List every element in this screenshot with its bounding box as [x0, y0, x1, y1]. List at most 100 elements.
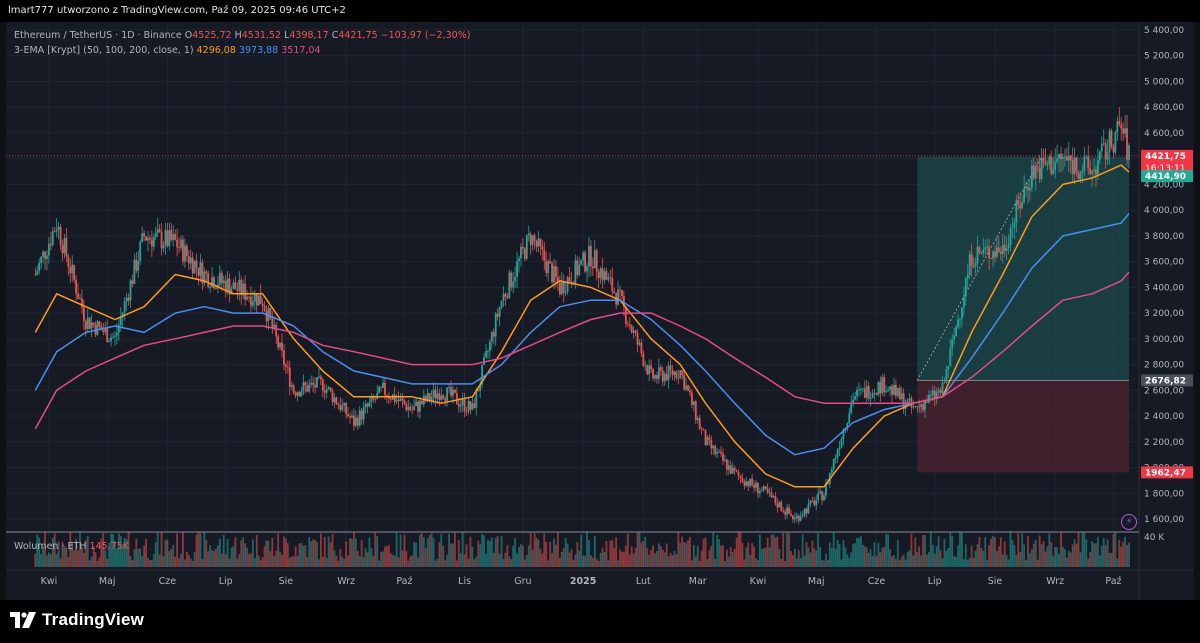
- volume-bar: [98, 557, 101, 567]
- candle: [525, 235, 528, 259]
- volume-bar: [117, 533, 120, 567]
- candle: [669, 365, 672, 370]
- volume-bar: [547, 560, 550, 567]
- candle: [531, 235, 534, 245]
- candle: [555, 266, 557, 278]
- volume-bar: [1048, 533, 1051, 567]
- volume-bar: [358, 556, 361, 567]
- volume-bar: [457, 540, 460, 567]
- candle: [679, 370, 682, 379]
- candle: [446, 387, 449, 401]
- volume-bar: [477, 540, 480, 567]
- volume-bar: [636, 531, 639, 567]
- candle: [67, 256, 70, 268]
- volume-bar: [518, 546, 520, 567]
- volume-bar: [568, 552, 571, 567]
- candle: [298, 392, 301, 397]
- candle: [731, 467, 734, 474]
- volume-bar: [450, 543, 452, 567]
- volume-bar: [817, 533, 820, 567]
- candle: [168, 229, 171, 247]
- volume-bar: [386, 546, 388, 567]
- volume-bar: [440, 533, 443, 567]
- volume-bar: [461, 532, 464, 567]
- volume-bar: [624, 545, 627, 567]
- candle: [1093, 169, 1095, 172]
- volume-bar: [755, 558, 757, 567]
- volume-bar: [860, 536, 862, 567]
- candle: [636, 332, 639, 345]
- volume-bar: [729, 547, 732, 567]
- volume-bar: [712, 531, 715, 567]
- volume-bar: [844, 547, 847, 567]
- candle: [1091, 171, 1093, 174]
- candle: [665, 373, 668, 381]
- volume-bar: [959, 531, 961, 567]
- volume-bar: [228, 558, 231, 567]
- candle: [518, 258, 520, 262]
- volume-bar: [962, 559, 965, 567]
- volume-bar: [428, 535, 431, 567]
- volume-bar: [580, 534, 583, 567]
- candle: [790, 513, 792, 516]
- candle: [846, 423, 849, 428]
- volume-bar: [774, 537, 777, 567]
- volume-bar: [44, 531, 46, 567]
- volume-bar: [488, 541, 491, 567]
- volume-bar: [226, 539, 229, 567]
- volume-bar: [648, 554, 651, 567]
- volume-bar: [327, 536, 330, 567]
- candle: [1040, 157, 1043, 179]
- candle: [401, 398, 404, 401]
- candle: [84, 320, 87, 330]
- candle: [729, 465, 732, 474]
- legend-ema[interactable]: 3-EMA [Krypt] (50, 100, 200, close, 1) 4…: [14, 45, 321, 56]
- candle: [63, 237, 66, 254]
- candle: [543, 249, 546, 261]
- candle: [49, 243, 52, 246]
- volume-bar: [116, 548, 118, 567]
- candle: [345, 402, 348, 415]
- volume-bar: [242, 537, 245, 567]
- candle: [673, 371, 676, 375]
- alert-bolt-icon[interactable]: ⚡: [1121, 514, 1137, 530]
- volume-bar: [1126, 544, 1128, 567]
- candle: [939, 389, 942, 393]
- candle: [924, 401, 926, 411]
- legend-low: 4398,17: [289, 30, 329, 41]
- volume-bar: [819, 547, 822, 567]
- candle: [454, 389, 456, 394]
- chart-area[interactable]: 5 400,00 5 200,00 5 000,00 4 800,00 4 600,00…: [6, 22, 1194, 600]
- volume-bar: [617, 560, 619, 567]
- volume-bar: [984, 537, 987, 567]
- candle: [912, 406, 915, 408]
- candle: [180, 239, 182, 248]
- candle: [444, 398, 447, 401]
- candle: [251, 301, 254, 306]
- volume-bar: [992, 535, 994, 567]
- candle: [547, 261, 550, 273]
- candle: [296, 392, 299, 396]
- candle: [424, 395, 427, 402]
- volume-bar: [867, 552, 870, 567]
- candle: [704, 430, 707, 446]
- price-chart[interactable]: 5 400,00 5 200,00 5 000,00 4 800,00 4 600,00…: [6, 22, 1194, 600]
- volume-bar: [261, 557, 264, 567]
- ema-100-line: [34, 213, 1130, 456]
- candle: [123, 301, 126, 313]
- stop-price-tag: 1962,47: [1145, 468, 1186, 478]
- volume-bar: [90, 556, 93, 567]
- candle: [978, 246, 981, 253]
- candle: [417, 401, 419, 412]
- volume-bar: [306, 557, 309, 567]
- volume-bar: [974, 550, 977, 567]
- candle: [801, 515, 804, 517]
- volume-bar: [452, 543, 454, 567]
- volume-bar: [893, 554, 895, 567]
- volume-bar: [57, 541, 60, 567]
- tradingview-logo[interactable]: TradingView: [10, 610, 144, 630]
- candle: [648, 365, 651, 375]
- volume-bar: [314, 539, 316, 567]
- candle: [687, 385, 689, 391]
- volume-bar: [588, 540, 590, 567]
